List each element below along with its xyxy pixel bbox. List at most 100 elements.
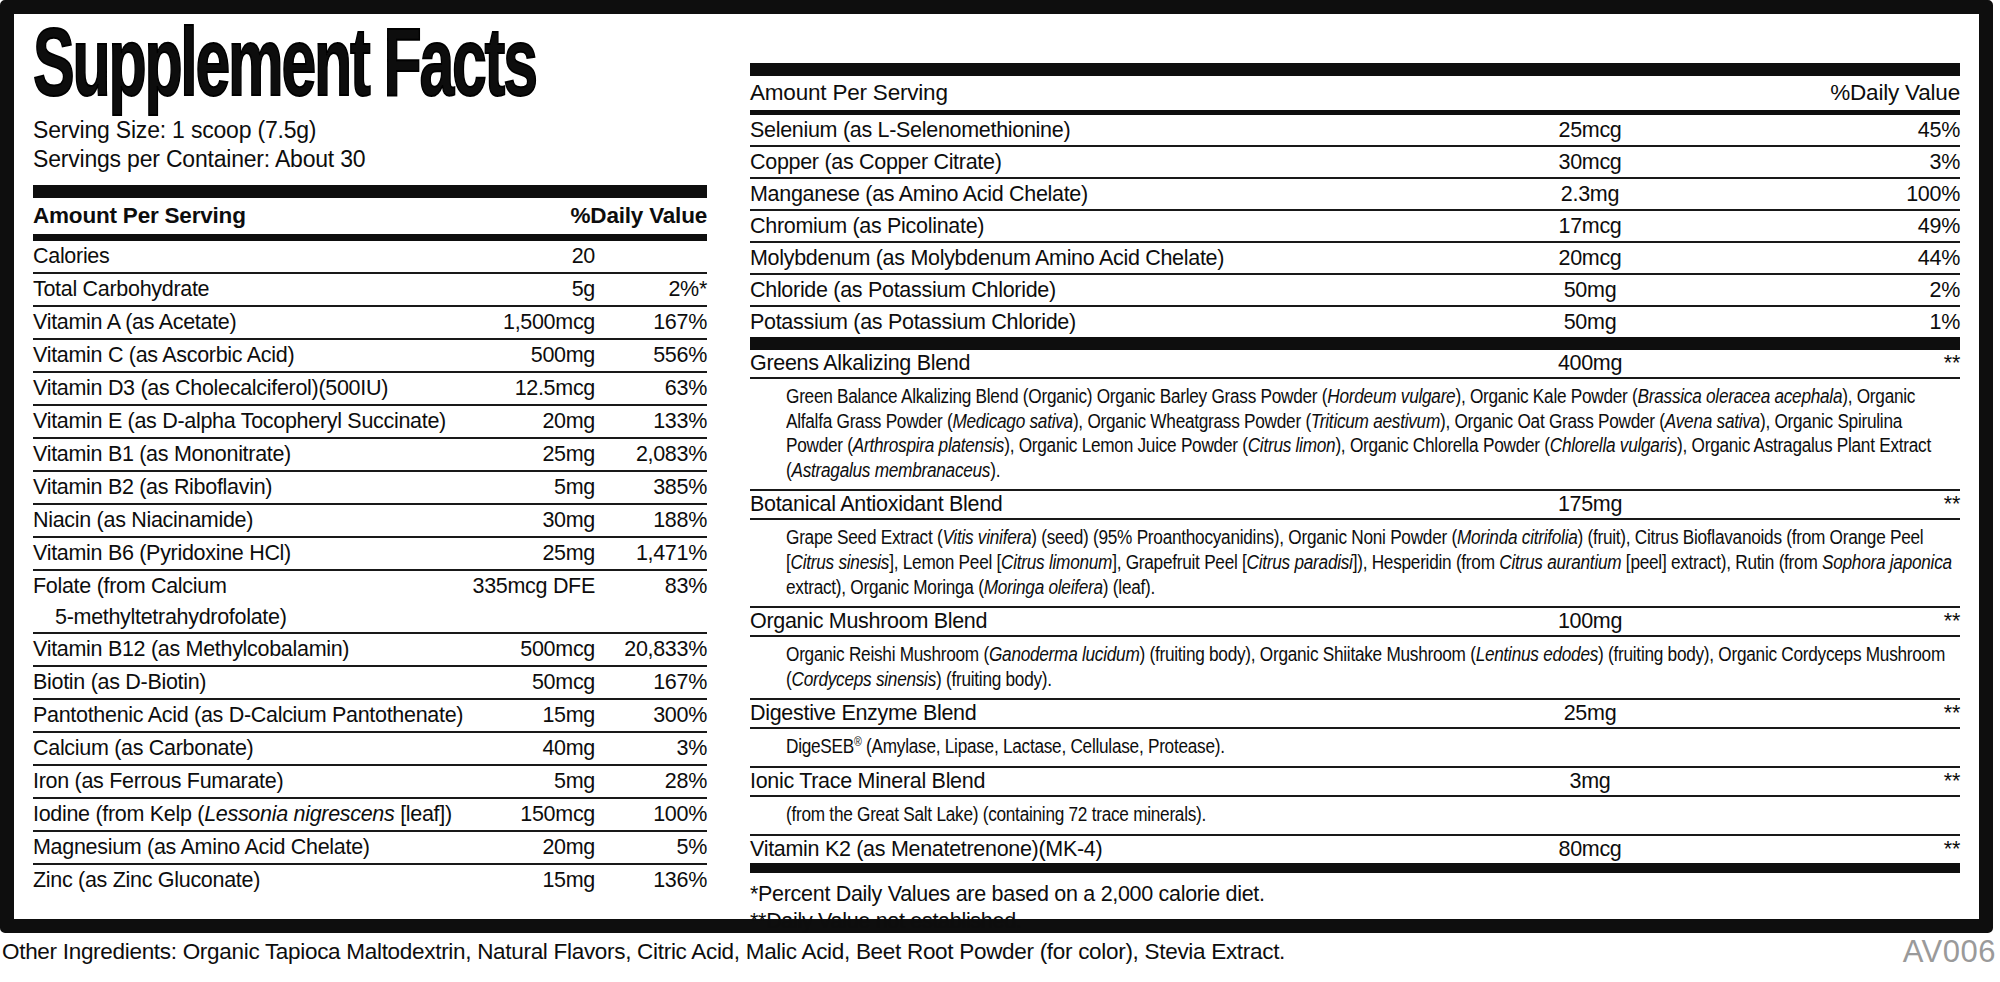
table-row: Zinc (as Zinc Gluconate) 15mg 136% xyxy=(33,865,707,896)
nutrient-daily-value: 300% xyxy=(595,700,707,731)
nutrient-name: Vitamin B2 (as Riboflavin) xyxy=(33,472,445,503)
blend-amount: 25mg xyxy=(1440,700,1740,727)
table-row: Pantothenic Acid (as D-Calcium Pantothen… xyxy=(33,700,707,733)
blend-section: Digestive Enzyme Blend 25mg ** DigeSEB® … xyxy=(750,700,1960,768)
blend-daily-value: ** xyxy=(1740,768,1960,795)
nutrient-name: Vitamin E (as D-alpha Tocopheryl Succina… xyxy=(33,406,445,437)
blend-row: Organic Mushroom Blend 100mg ** xyxy=(750,608,1960,637)
servings-per-container: Servings per Container: About 30 xyxy=(33,145,707,174)
table-row: Vitamin D3 (as Cholecalciferol)(500IU) 1… xyxy=(33,373,707,406)
nutrient-amount: 40mg xyxy=(445,733,595,764)
blend-daily-value: ** xyxy=(1740,350,1960,377)
nutrient-amount: 15mg xyxy=(445,865,595,896)
nutrient-daily-value: 49% xyxy=(1740,211,1960,241)
nutrient-amount: 25mg xyxy=(445,439,595,470)
divider-bar-thick xyxy=(33,185,707,198)
nutrient-name: Vitamin B12 (as Methylcobalamin) xyxy=(33,634,445,665)
divider-bar-bottom xyxy=(750,863,1960,873)
nutrient-name: Pantothenic Acid (as D-Calcium Pantothen… xyxy=(33,700,445,731)
table-row: Total Carbohydrate 5g 2%* xyxy=(33,274,707,307)
right-table-header: Amount Per Serving %Daily Value xyxy=(750,76,1960,110)
header-amount-per-serving: Amount Per Serving xyxy=(33,203,246,229)
nutrient-amount: 20 xyxy=(445,241,595,272)
nutrient-amount: 1,500mcg xyxy=(445,307,595,338)
nutrient-name: Molybdenum (as Molybdenum Amino Acid Che… xyxy=(750,243,1440,273)
nutrient-amount: 25mcg xyxy=(1440,115,1740,145)
blend-description: (from the Great Salt Lake) (containing 7… xyxy=(750,797,1960,836)
divider-bar-medium xyxy=(33,234,707,241)
nutrient-amount: 50mg xyxy=(1440,307,1740,337)
serving-size: Serving Size: 1 scoop (7.5g) xyxy=(33,116,707,145)
table-row: Vitamin B1 (as Mononitrate) 25mg 2,083% xyxy=(33,439,707,472)
table-row: Iodine (from Kelp (Lessonia nigrescens [… xyxy=(33,799,707,832)
nutrient-amount: 500mcg xyxy=(445,634,595,665)
table-row: Folate (from Calcium5-methyltetrahydrofo… xyxy=(33,571,707,634)
header-daily-value: %Daily Value xyxy=(1830,80,1960,106)
footnote-not-established: **Daily Value not established. xyxy=(750,908,1960,935)
blend-amount: 400mg xyxy=(1440,350,1740,377)
table-row: Chromium (as Picolinate) 17mcg 49% xyxy=(750,211,1960,243)
nutrient-daily-value: 167% xyxy=(595,667,707,698)
nutrient-daily-value: 167% xyxy=(595,307,707,338)
left-column: Supplement Facts Serving Size: 1 scoop (… xyxy=(33,14,707,896)
blend-amount: 175mg xyxy=(1440,491,1740,518)
blend-name: Ionic Trace Mineral Blend xyxy=(750,768,1440,795)
header-amount-per-serving: Amount Per Serving xyxy=(750,80,948,106)
nutrient-amount: 20mcg xyxy=(1440,243,1740,273)
nutrient-daily-value: 100% xyxy=(595,799,707,830)
nutrient-daily-value: 556% xyxy=(595,340,707,371)
blend-name: Greens Alkalizing Blend xyxy=(750,350,1440,377)
nutrient-name: Chromium (as Picolinate) xyxy=(750,211,1440,241)
nutrient-amount: 20mg xyxy=(445,832,595,863)
blend-name: Vitamin K2 (as Menatetrenone)(MK-4) xyxy=(750,836,1440,863)
nutrient-name: Biotin (as D-Biotin) xyxy=(33,667,445,698)
blend-section: Ionic Trace Mineral Blend 3mg ** (from t… xyxy=(750,768,1960,836)
divider-bar-thick xyxy=(750,63,1960,76)
nutrient-amount: 30mg xyxy=(445,505,595,536)
right-column: Amount Per Serving %Daily Value Selenium… xyxy=(750,63,1960,935)
nutrient-amount: 2.3mg xyxy=(1440,179,1740,209)
blend-sections: Greens Alkalizing Blend 400mg ** Green B… xyxy=(750,350,1960,863)
nutrient-daily-value: 2% xyxy=(1740,275,1960,305)
nutrient-daily-value: 188% xyxy=(595,505,707,536)
table-row: Copper (as Copper Citrate) 30mcg 3% xyxy=(750,147,1960,179)
nutrient-daily-value: 136% xyxy=(595,865,707,896)
blend-section: Greens Alkalizing Blend 400mg ** Green B… xyxy=(750,350,1960,491)
nutrient-name: Niacin (as Niacinamide) xyxy=(33,505,445,536)
table-row: Vitamin B12 (as Methylcobalamin) 500mcg … xyxy=(33,634,707,667)
nutrient-name: Potassium (as Potassium Chloride) xyxy=(750,307,1440,337)
blend-name: Digestive Enzyme Blend xyxy=(750,700,1440,727)
header-daily-value: %Daily Value xyxy=(571,203,707,229)
nutrient-name: Copper (as Copper Citrate) xyxy=(750,147,1440,177)
table-row: Niacin (as Niacinamide) 30mg 188% xyxy=(33,505,707,538)
blend-name: Botanical Antioxidant Blend xyxy=(750,491,1440,518)
nutrient-amount: 25mg xyxy=(445,538,595,569)
nutrient-name: Iron (as Ferrous Fumarate) xyxy=(33,766,445,797)
blend-daily-value: ** xyxy=(1740,836,1960,863)
blend-description: Grape Seed Extract (Vitis vinifera) (see… xyxy=(750,520,1960,608)
blend-description: Green Balance Alkalizing Blend (Organic)… xyxy=(750,379,1960,491)
nutrient-amount: 20mg xyxy=(445,406,595,437)
table-row: Vitamin E (as D-alpha Tocopheryl Succina… xyxy=(33,406,707,439)
blend-daily-value: ** xyxy=(1740,608,1960,635)
footnotes: *Percent Daily Values are based on a 2,0… xyxy=(750,881,1960,935)
blend-amount: 80mcg xyxy=(1440,836,1740,863)
table-row: Magnesium (as Amino Acid Chelate) 20mg 5… xyxy=(33,832,707,865)
nutrient-name: Vitamin B6 (Pyridoxine HCl) xyxy=(33,538,445,569)
nutrient-daily-value: 5% xyxy=(595,832,707,863)
blend-row: Botanical Antioxidant Blend 175mg ** xyxy=(750,491,1960,520)
nutrient-amount: 15mg xyxy=(445,700,595,731)
table-row: Vitamin A (as Acetate) 1,500mcg 167% xyxy=(33,307,707,340)
table-row: Selenium (as L-Selenomethionine) 25mcg 4… xyxy=(750,115,1960,147)
nutrient-name: Folate (from Calcium5-methyltetrahydrofo… xyxy=(33,571,445,632)
blend-daily-value: ** xyxy=(1740,491,1960,518)
footnote-daily-values: *Percent Daily Values are based on a 2,0… xyxy=(750,881,1960,908)
nutrient-amount: 5g xyxy=(445,274,595,305)
nutrient-amount: 50mcg xyxy=(445,667,595,698)
nutrient-amount: 335mcg DFE xyxy=(445,571,595,602)
nutrient-daily-value: 63% xyxy=(595,373,707,404)
table-row: Vitamin C (as Ascorbic Acid) 500mg 556% xyxy=(33,340,707,373)
nutrient-daily-value: 44% xyxy=(1740,243,1960,273)
nutrient-name: Chloride (as Potassium Chloride) xyxy=(750,275,1440,305)
nutrient-amount: 500mg xyxy=(445,340,595,371)
